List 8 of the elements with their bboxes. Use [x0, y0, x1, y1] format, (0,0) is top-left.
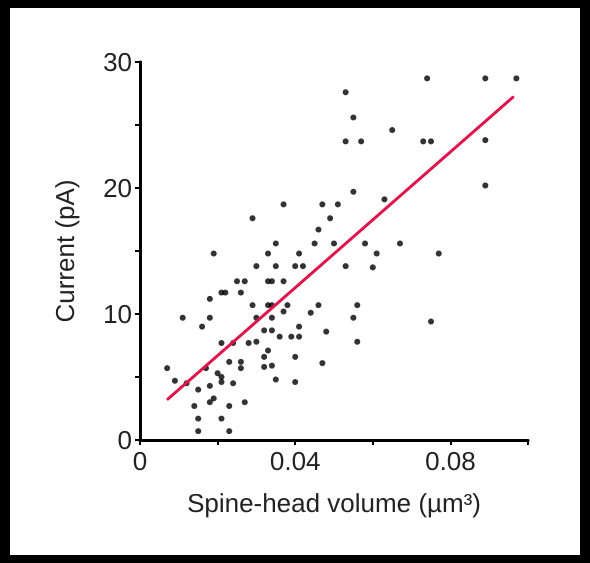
x-tick-label: 0.08 [425, 446, 476, 476]
x-axis-title: Spine-head volume (µm³) [187, 488, 481, 518]
y-tick-label: 30 [103, 47, 132, 77]
y-tick-label: 0 [118, 425, 132, 455]
x-tick-label: 0.04 [270, 446, 321, 476]
y-tick-label: 10 [103, 299, 132, 329]
y-axis-title: Current (pA) [50, 179, 80, 323]
y-tick-label: 20 [103, 173, 132, 203]
